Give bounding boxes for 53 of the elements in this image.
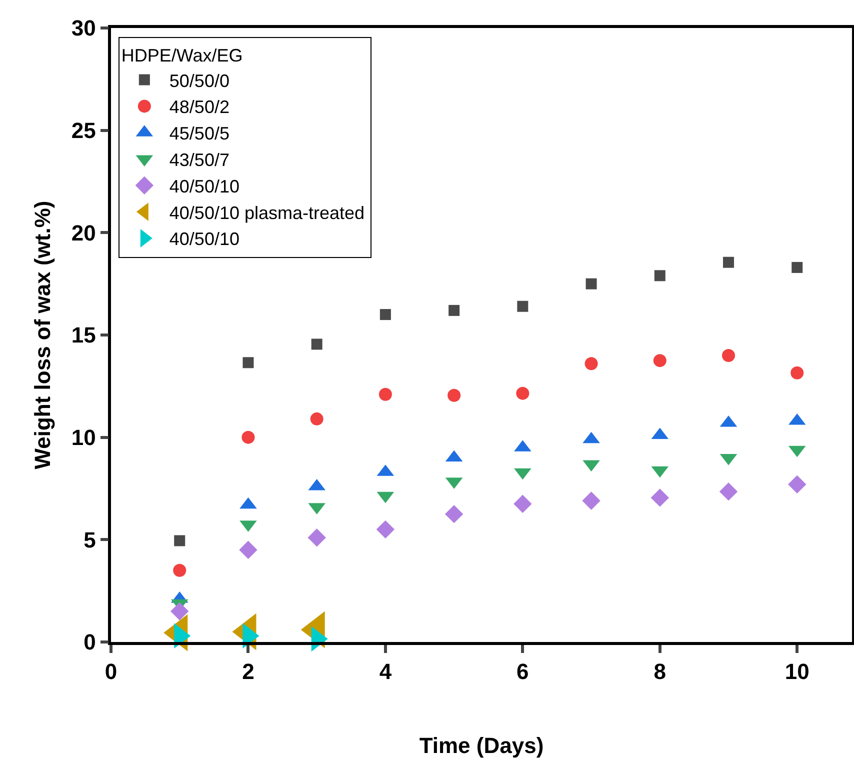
y-tick-label: 30 — [71, 16, 96, 41]
x-axis-title: Time (Days) — [419, 733, 544, 758]
point — [788, 475, 806, 494]
point — [174, 535, 186, 546]
x-tick-label: 8 — [654, 659, 666, 684]
point — [722, 348, 735, 362]
point — [310, 412, 324, 426]
point — [308, 528, 326, 547]
point — [448, 388, 461, 402]
point — [376, 520, 395, 539]
point — [173, 564, 186, 577]
point — [723, 256, 734, 268]
point — [380, 309, 391, 320]
point — [514, 494, 532, 513]
legend-label: 40/50/10 plasma-treated — [169, 202, 365, 223]
legend-title: HDPE/Wax/EG — [121, 46, 243, 66]
y-tick-label: 15 — [71, 322, 96, 348]
y-tick-label: 25 — [71, 118, 96, 144]
x-tick-label: 2 — [242, 659, 254, 684]
legend-label: 48/50/2 — [169, 97, 230, 118]
point — [242, 357, 254, 368]
point — [653, 354, 666, 368]
y-tick-label: 10 — [71, 425, 96, 450]
point — [311, 338, 322, 350]
point — [586, 278, 597, 290]
point — [242, 430, 255, 444]
point — [790, 366, 804, 380]
x-tick-label: 10 — [784, 659, 810, 684]
point — [378, 388, 392, 401]
y-tick-label: 5 — [84, 527, 96, 552]
point — [650, 488, 669, 507]
point — [444, 504, 464, 524]
legend-label: 40/50/10 — [169, 229, 240, 250]
point — [517, 300, 528, 312]
point — [582, 492, 600, 510]
legend-label: 43/50/7 — [169, 150, 230, 170]
point — [170, 602, 189, 620]
legend-label: 45/50/5 — [169, 124, 230, 144]
point — [584, 357, 598, 370]
legend-label: 40/50/10 — [169, 176, 240, 196]
y-tick-label: 20 — [71, 220, 96, 246]
point — [792, 262, 803, 273]
point — [239, 540, 258, 559]
point — [719, 482, 738, 501]
point — [516, 386, 530, 400]
x-tick-label: 6 — [516, 659, 529, 684]
point — [654, 270, 666, 282]
point — [448, 304, 460, 316]
x-tick-label: 4 — [379, 659, 392, 684]
y-tick-label: 0 — [84, 630, 96, 655]
y-axis-title: Weight loss of wax (wt.%) — [30, 200, 56, 470]
x-tick-label: 0 — [104, 659, 118, 684]
legend-label: 50/50/0 — [169, 70, 230, 91]
